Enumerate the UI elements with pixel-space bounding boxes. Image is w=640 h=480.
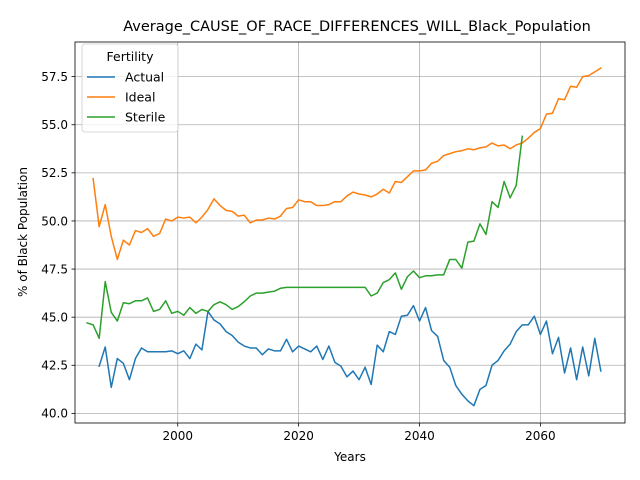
x-tick-label: 2000 bbox=[162, 429, 193, 443]
y-tick-label: 55.0 bbox=[41, 118, 68, 132]
x-tick-label: 2020 bbox=[283, 429, 314, 443]
y-tick-label: 47.5 bbox=[41, 262, 68, 276]
x-tick-label: 2060 bbox=[525, 429, 556, 443]
legend-label-ideal: Ideal bbox=[125, 90, 155, 105]
legend-label-actual: Actual bbox=[125, 70, 164, 85]
y-axis-label: % of Black Population bbox=[16, 167, 30, 297]
legend-label-sterile: Sterile bbox=[125, 110, 166, 125]
plot-area-frame bbox=[74, 41, 626, 424]
series-line-sterile bbox=[86, 135, 524, 340]
y-tick-label: 57.5 bbox=[41, 70, 68, 84]
y-tick-label: 52.5 bbox=[41, 166, 68, 180]
plot-series bbox=[86, 66, 602, 407]
legend-title: Fertility bbox=[107, 49, 155, 64]
grid-lines bbox=[75, 42, 625, 423]
y-tick-label: 45.0 bbox=[41, 310, 68, 324]
series-line-actual bbox=[98, 304, 602, 407]
axis-ticks: 2000 2020 2040 2060 40.0 42.5 45.0 47.5 50.0 52.5… bbox=[41, 70, 555, 443]
y-tick-label: 50.0 bbox=[41, 214, 68, 228]
series-line-ideal bbox=[92, 66, 602, 261]
legend: Fertility Actual Ideal Sterile bbox=[81, 43, 179, 133]
legend-box bbox=[81, 43, 179, 133]
y-tick-label: 42.5 bbox=[41, 359, 68, 373]
legend-entries: Actual Ideal Sterile bbox=[87, 70, 166, 125]
chart-title: Average_CAUSE_OF_RACE_DIFFERENCES_WILL_B… bbox=[123, 19, 591, 35]
y-tick-label: 40.0 bbox=[41, 407, 68, 421]
x-tick-label: 2040 bbox=[404, 429, 435, 443]
x-axis-label: Years bbox=[333, 450, 366, 464]
